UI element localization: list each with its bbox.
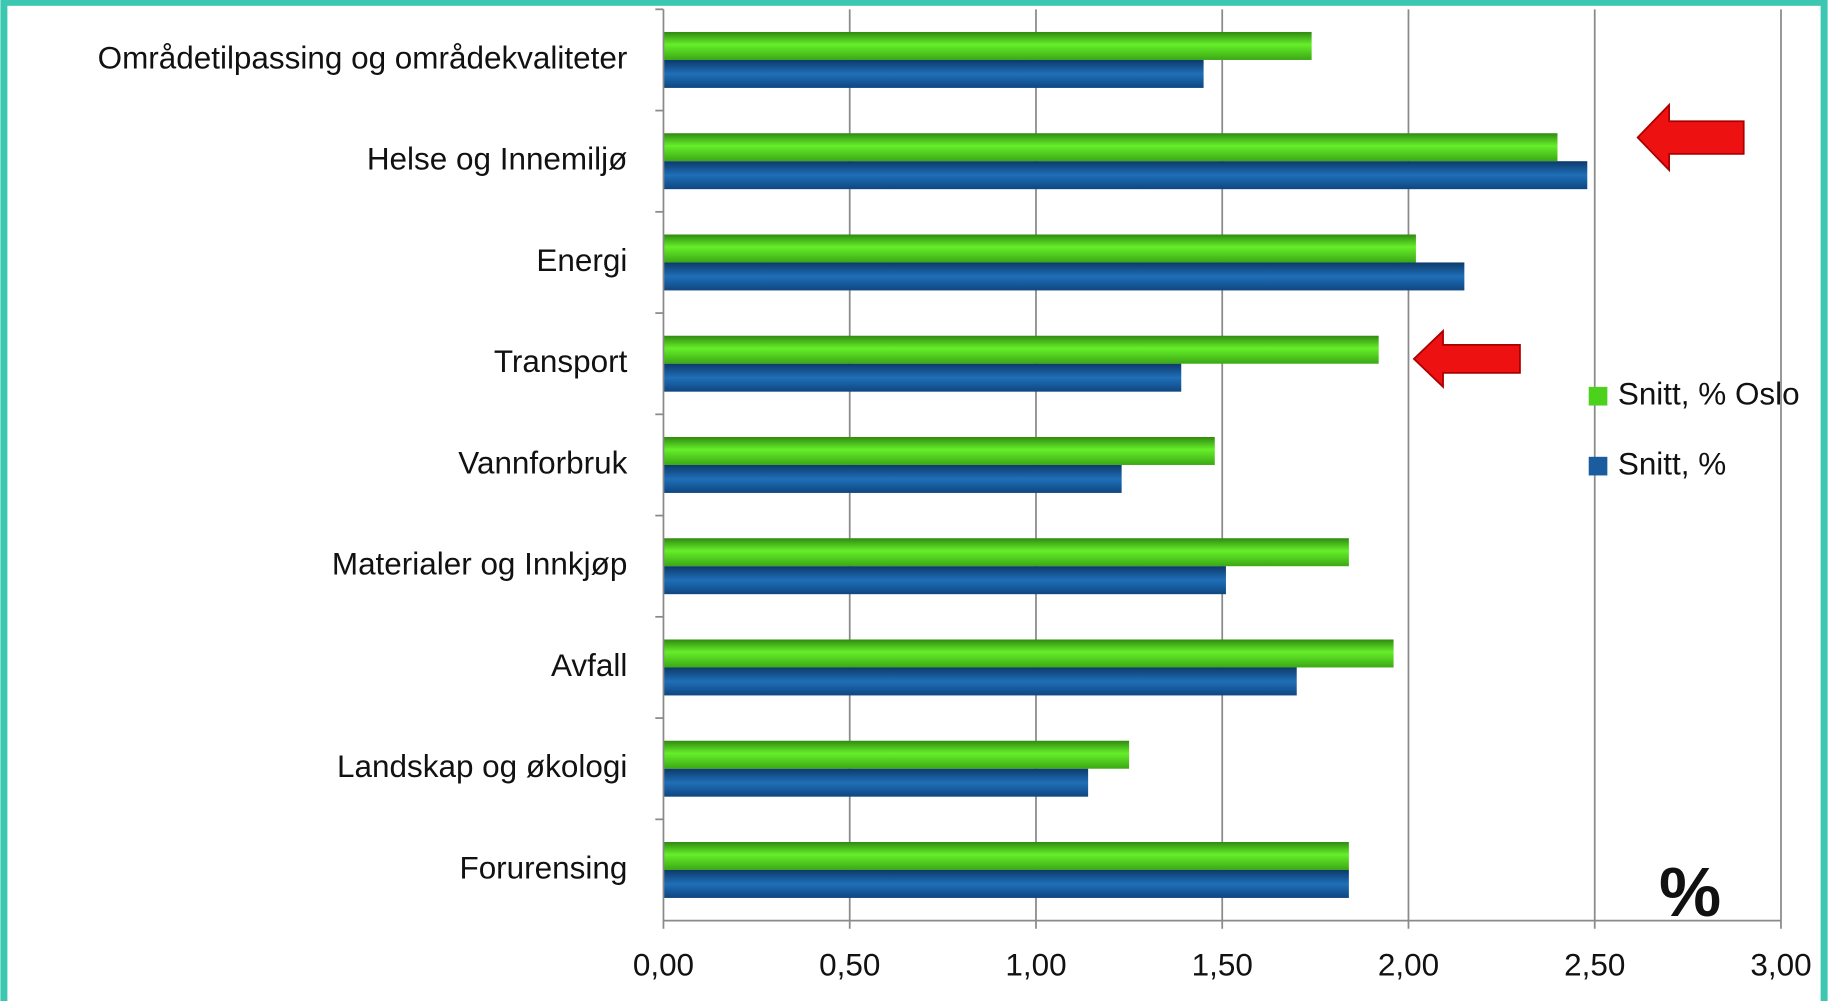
annotation: % xyxy=(1659,853,1721,931)
x-tick-label: 3,00 xyxy=(1750,948,1811,983)
x-tick-label: 1,00 xyxy=(1005,948,1066,983)
legend-label: Snitt, % Oslo xyxy=(1618,377,1800,412)
bar xyxy=(663,842,1349,870)
bar xyxy=(663,768,1089,797)
bar xyxy=(663,161,1588,190)
x-tick-label: 1,50 xyxy=(1192,948,1253,983)
bar xyxy=(663,262,1465,291)
y-tick-label: Områdetilpassing og områdekvaliteter xyxy=(98,40,628,75)
bar xyxy=(663,667,1297,696)
plot-area: 0,00 0,50 1,00 1,50 2,00 2,50 3,00 Områdetilpas… xyxy=(98,8,1812,983)
y-tick-label: Transport xyxy=(494,344,628,379)
y-tick-label: Energi xyxy=(536,243,627,278)
y-tick-label: Vannforbruk xyxy=(458,445,627,480)
bar xyxy=(663,639,1394,668)
arrow xyxy=(1636,102,1745,173)
y-tick-label: Landskap og økologi xyxy=(337,749,627,784)
x-tick-label: 0,50 xyxy=(819,948,880,983)
x-tick-label: 2,00 xyxy=(1378,948,1439,983)
bar xyxy=(663,869,1349,898)
y-tick-label: Avfall xyxy=(551,648,627,683)
bar xyxy=(663,464,1122,493)
x-tick-label: 2,50 xyxy=(1564,948,1625,983)
y-tick-label: Forurensing xyxy=(459,850,627,885)
bar xyxy=(663,436,1215,465)
bar xyxy=(663,133,1558,162)
y-tick-label: Helse og Innemiljø xyxy=(367,142,627,177)
bar xyxy=(663,234,1416,263)
bar xyxy=(663,740,1130,769)
y-tick-label: Materialer og Innkjøp xyxy=(332,547,627,582)
legend-label: Snitt, % xyxy=(1618,446,1726,481)
bar xyxy=(663,31,1312,60)
bar xyxy=(663,59,1204,88)
bar xyxy=(663,538,1349,567)
legend-swatch xyxy=(1588,386,1608,406)
bar xyxy=(663,335,1379,364)
arrow xyxy=(1412,328,1521,389)
bar xyxy=(663,566,1226,595)
legend-swatch xyxy=(1588,456,1608,476)
bar xyxy=(663,363,1182,392)
x-tick-label: 0,00 xyxy=(633,948,694,983)
